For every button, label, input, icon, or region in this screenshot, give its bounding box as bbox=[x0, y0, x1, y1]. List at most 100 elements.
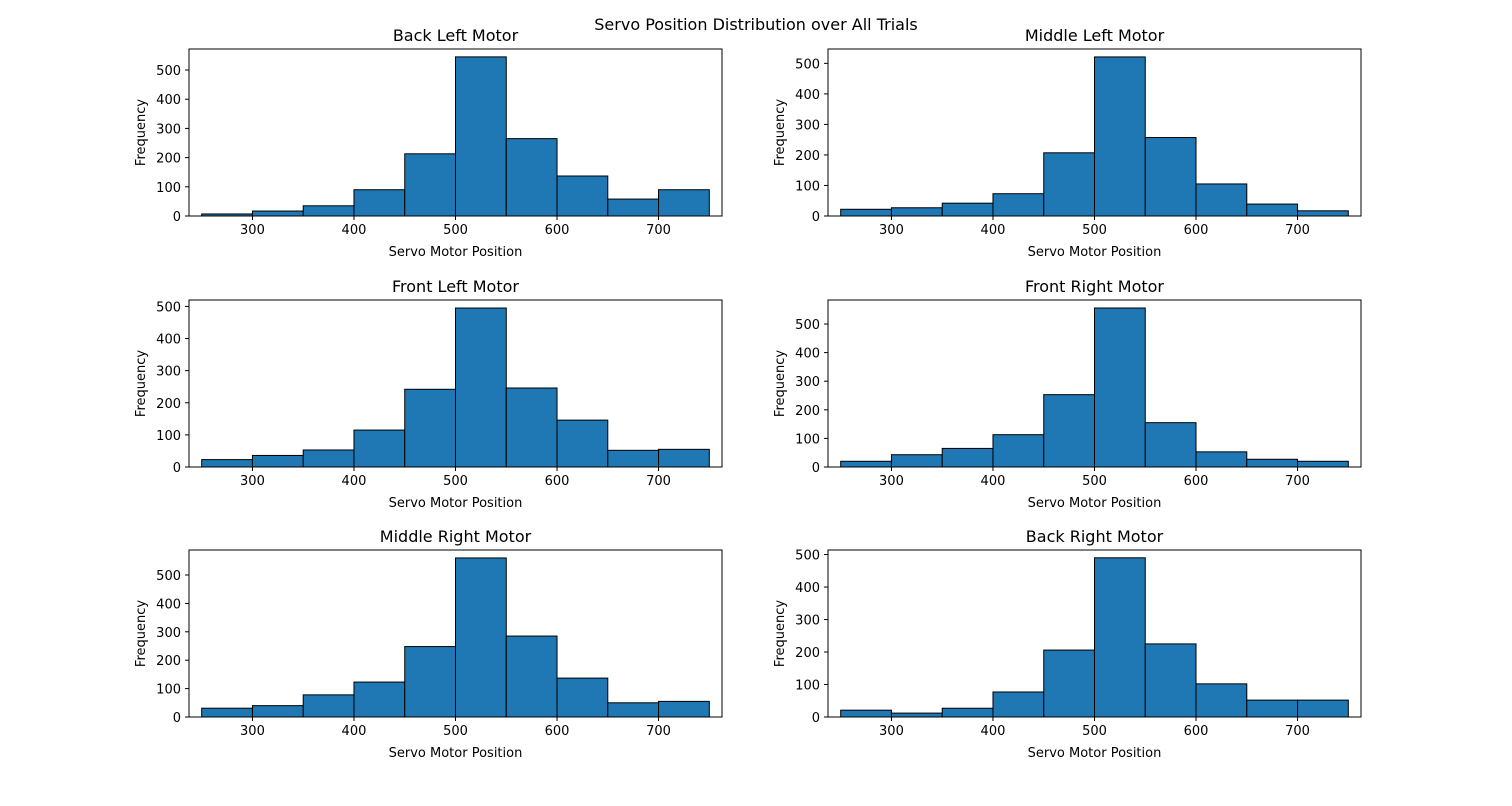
histogram-bar bbox=[1195, 451, 1248, 468]
y-axis-label: Frequency bbox=[773, 99, 788, 166]
histogram-bar bbox=[404, 646, 457, 718]
histogram-bar bbox=[251, 705, 304, 718]
histogram-bar bbox=[607, 449, 660, 468]
y-tick-label: 0 bbox=[812, 210, 820, 225]
x-tick-label: 400 bbox=[981, 724, 1006, 739]
histogram-bar bbox=[840, 208, 892, 217]
x-tick-label: 700 bbox=[646, 474, 671, 489]
histogram-panel: 300 400 500 600 700 0 100 200 300 400 500 Back Left… bbox=[134, 26, 723, 260]
y-tick-label: 300 bbox=[795, 614, 820, 629]
histogram-panel: 300 400 500 600 700 0 100 200 300 400 500 Back Righ… bbox=[773, 527, 1362, 761]
y-tick-label: 500 bbox=[156, 569, 181, 584]
y-tick-label: 200 bbox=[795, 646, 820, 661]
histogram-bar bbox=[1195, 183, 1248, 217]
x-tick-label: 700 bbox=[1285, 724, 1310, 739]
histogram-panel: 300 400 500 600 700 0 100 200 300 400 500 Front Lef… bbox=[134, 277, 723, 511]
x-tick-label: 300 bbox=[240, 474, 265, 489]
x-tick-label: 700 bbox=[646, 223, 671, 238]
y-axis-label: Frequency bbox=[773, 350, 788, 417]
x-axis-label: Servo Motor Position bbox=[389, 496, 523, 511]
x-tick-label: 600 bbox=[545, 223, 570, 238]
histogram-bar bbox=[302, 449, 355, 468]
histogram-bar bbox=[658, 700, 710, 718]
histogram-bar bbox=[1195, 683, 1248, 718]
histogram-bar bbox=[992, 434, 1045, 468]
x-tick-label: 600 bbox=[1184, 724, 1209, 739]
histogram-bar bbox=[556, 677, 609, 718]
histogram-bar bbox=[607, 198, 660, 217]
x-tick-label: 300 bbox=[879, 474, 904, 489]
histogram-bar bbox=[840, 460, 892, 468]
x-axis-label: Servo Motor Position bbox=[1028, 496, 1162, 511]
x-tick-label: 500 bbox=[443, 724, 468, 739]
y-tick-label: 0 bbox=[812, 711, 820, 726]
x-tick-label: 400 bbox=[342, 724, 367, 739]
histogram-bar bbox=[455, 56, 507, 217]
x-tick-label: 500 bbox=[1082, 724, 1107, 739]
histogram-panel: 300 400 500 600 700 0 100 200 300 400 500 Middle Le… bbox=[773, 26, 1362, 260]
y-tick-label: 500 bbox=[795, 57, 820, 72]
histogram-bar bbox=[890, 454, 943, 468]
histogram-bar bbox=[1144, 643, 1197, 718]
histogram-bar bbox=[658, 448, 710, 468]
y-tick-label: 100 bbox=[795, 179, 820, 194]
histogram-bar bbox=[1246, 203, 1299, 217]
x-tick-label: 600 bbox=[545, 474, 570, 489]
histogram-bar bbox=[607, 702, 660, 718]
histogram-bar bbox=[1094, 56, 1146, 217]
y-tick-label: 500 bbox=[156, 300, 181, 315]
histogram-bar bbox=[404, 388, 457, 468]
histogram-bar bbox=[840, 709, 892, 718]
histogram-bar bbox=[1043, 152, 1095, 217]
y-tick-label: 200 bbox=[156, 397, 181, 412]
y-tick-label: 300 bbox=[156, 626, 181, 641]
y-tick-label: 400 bbox=[156, 597, 181, 612]
histogram-bar bbox=[1043, 394, 1095, 468]
histogram-bar bbox=[353, 681, 406, 718]
histogram-bar bbox=[505, 387, 558, 468]
histogram-bar bbox=[556, 419, 609, 468]
histogram-bar bbox=[455, 307, 507, 468]
x-tick-label: 400 bbox=[342, 223, 367, 238]
x-tick-label: 600 bbox=[545, 724, 570, 739]
y-tick-label: 0 bbox=[173, 461, 181, 476]
x-tick-label: 300 bbox=[879, 223, 904, 238]
histogram-bar bbox=[890, 207, 943, 217]
histogram-bar bbox=[890, 712, 943, 718]
x-tick-label: 500 bbox=[443, 474, 468, 489]
histogram-bar bbox=[1094, 307, 1146, 468]
histogram-bar bbox=[992, 193, 1045, 217]
histogram-bar bbox=[941, 202, 994, 217]
x-tick-label: 300 bbox=[240, 223, 265, 238]
histogram-bar bbox=[455, 557, 507, 718]
histogram-panel: 300 400 500 600 700 0 100 200 300 400 500 Middle Ri… bbox=[134, 527, 723, 761]
x-tick-label: 400 bbox=[342, 474, 367, 489]
y-tick-label: 100 bbox=[156, 429, 181, 444]
panel-title: Back Right Motor bbox=[1026, 527, 1164, 546]
y-tick-label: 100 bbox=[795, 432, 820, 447]
figure-suptitle: Servo Position Distribution over All Tri… bbox=[594, 15, 917, 34]
histogram-bar bbox=[353, 429, 406, 468]
y-tick-label: 500 bbox=[795, 549, 820, 564]
histogram-bar bbox=[658, 189, 710, 217]
x-axis-label: Servo Motor Position bbox=[1028, 245, 1162, 260]
x-tick-label: 600 bbox=[1184, 474, 1209, 489]
y-tick-label: 100 bbox=[156, 181, 181, 196]
y-axis-label: Frequency bbox=[134, 99, 149, 166]
y-tick-label: 0 bbox=[812, 461, 820, 476]
histogram-bar bbox=[251, 454, 304, 468]
x-tick-label: 400 bbox=[981, 474, 1006, 489]
y-tick-label: 400 bbox=[156, 93, 181, 108]
panel-title: Front Right Motor bbox=[1025, 277, 1164, 296]
histogram-bar bbox=[302, 694, 355, 718]
x-axis-label: Servo Motor Position bbox=[389, 245, 523, 260]
y-tick-label: 300 bbox=[156, 122, 181, 137]
histogram-bar bbox=[556, 175, 609, 217]
y-tick-label: 200 bbox=[156, 654, 181, 669]
y-tick-label: 400 bbox=[795, 347, 820, 362]
histogram-bar bbox=[201, 707, 253, 718]
panel-title: Back Left Motor bbox=[393, 26, 519, 45]
y-axis-label: Frequency bbox=[773, 600, 788, 667]
y-axis-label: Frequency bbox=[134, 350, 149, 417]
